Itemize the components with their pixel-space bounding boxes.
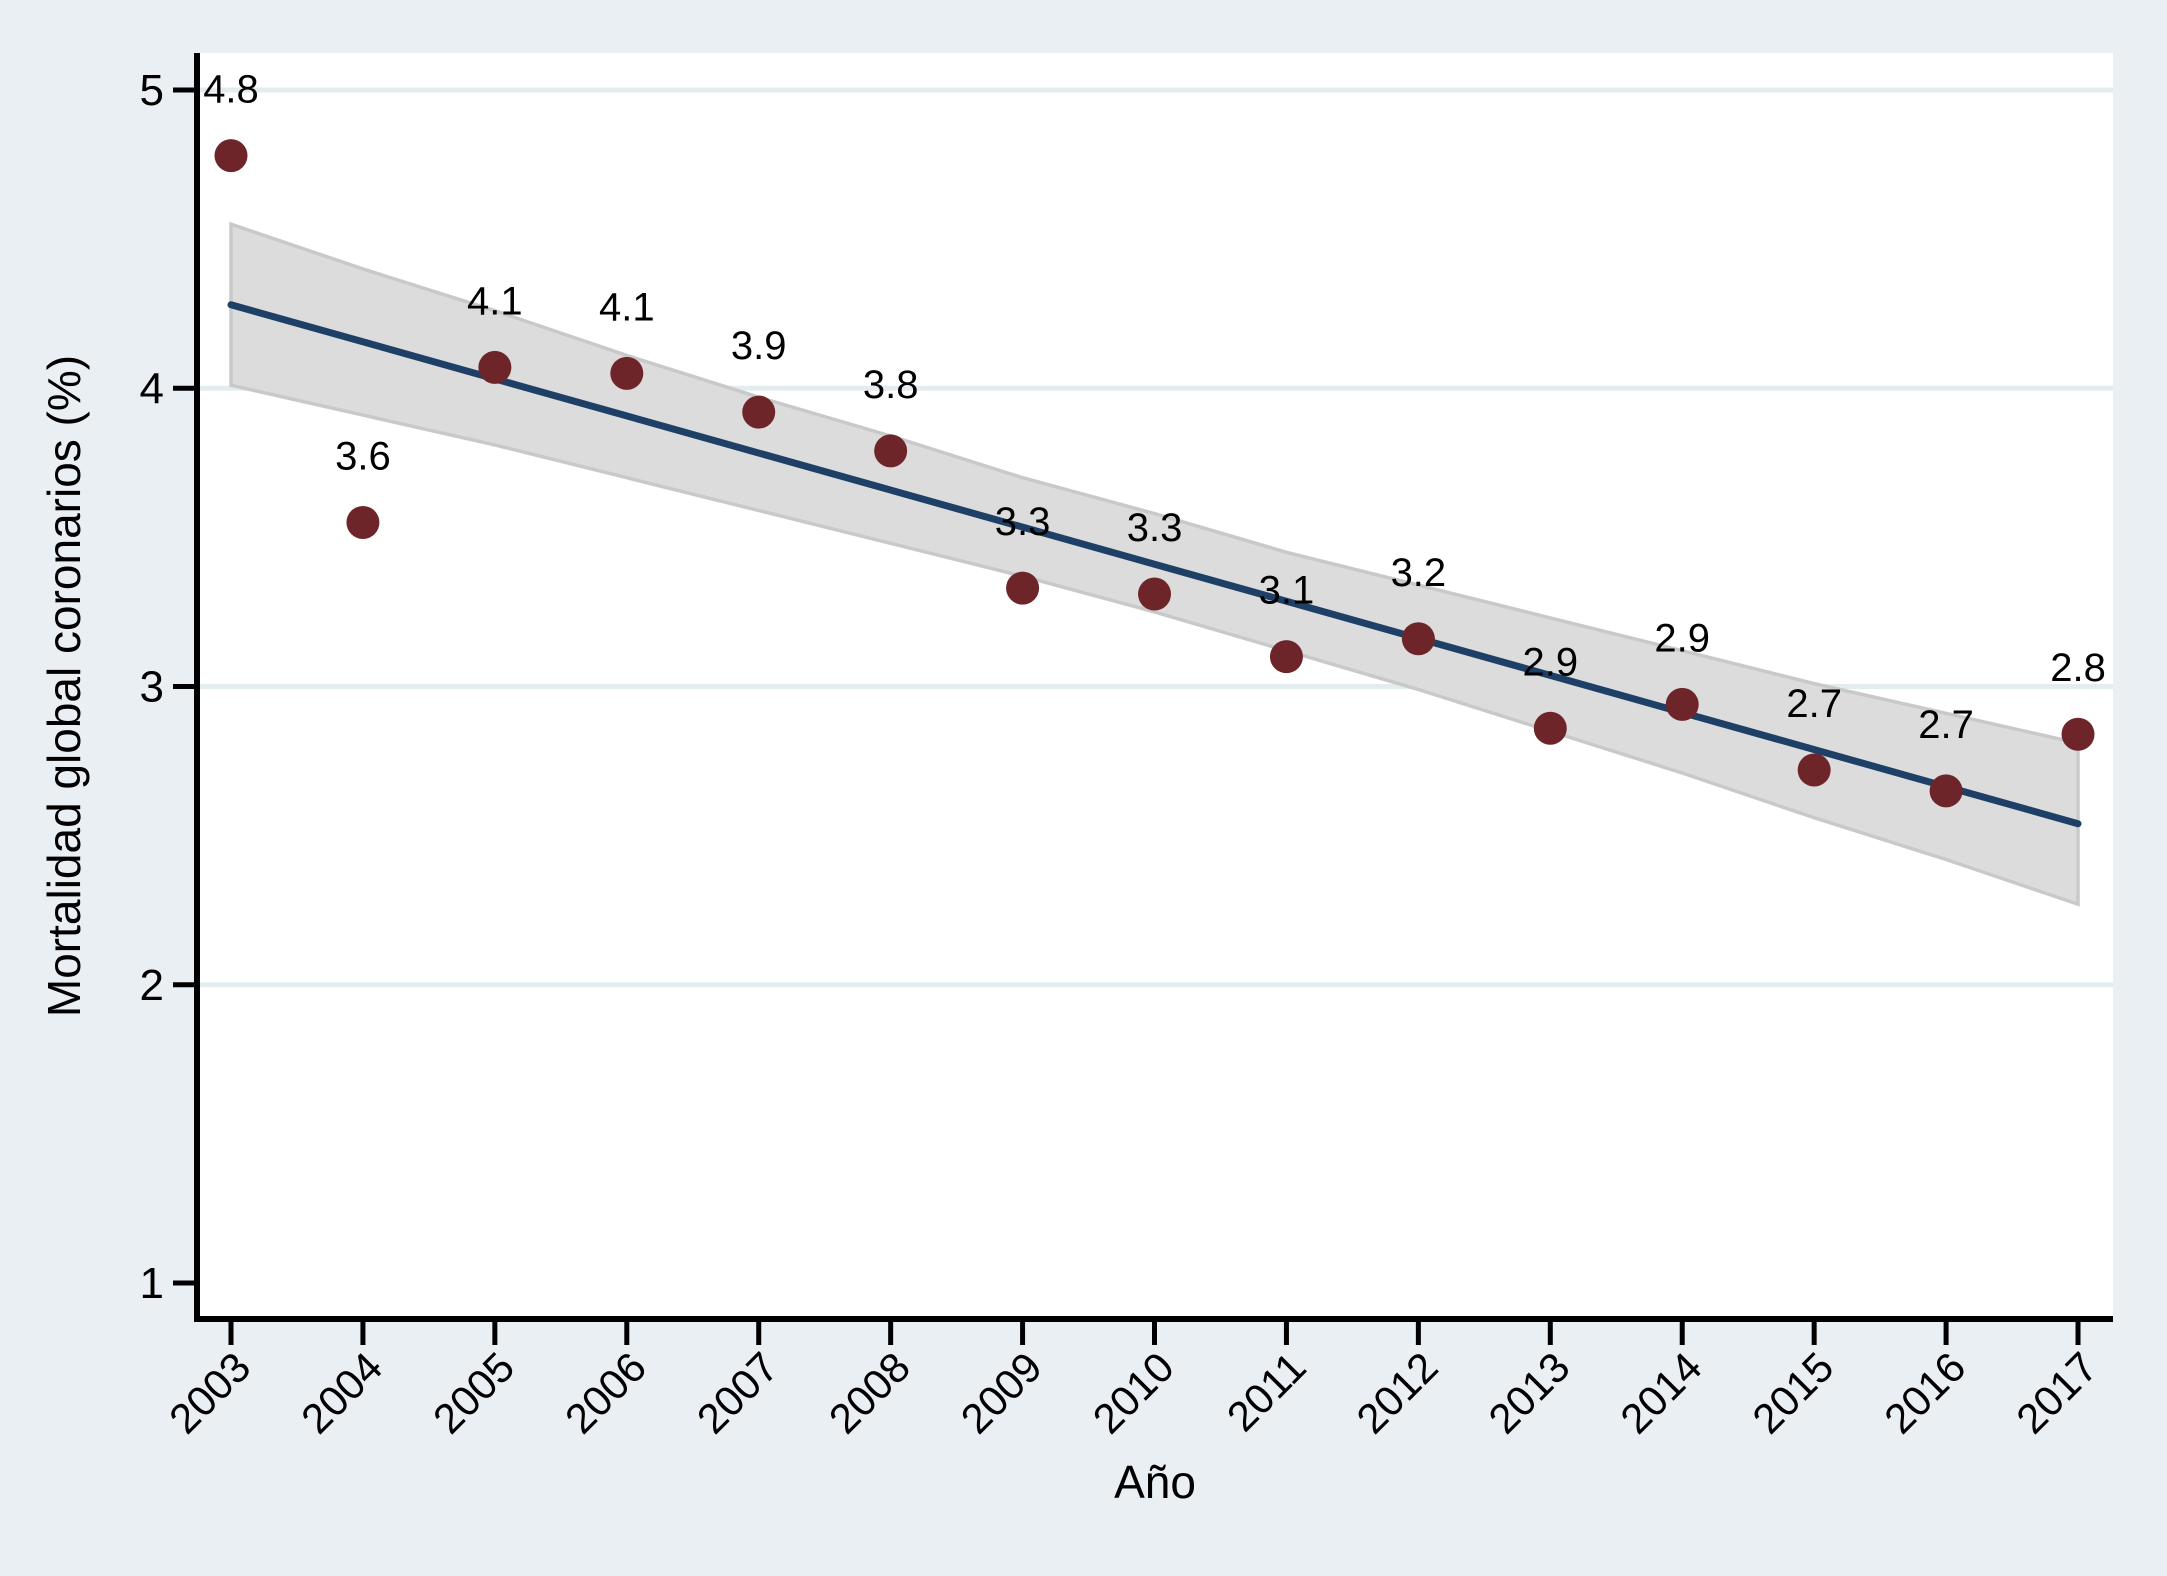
- y-tick-label: 3: [140, 663, 164, 712]
- x-axis-title: Año: [1114, 1456, 1196, 1508]
- data-point: [874, 434, 908, 468]
- data-point-label: 3.1: [1259, 569, 1315, 613]
- y-tick-label: 5: [140, 66, 164, 115]
- fit-line: [227, 301, 2082, 828]
- data-point-label: 2.9: [1654, 616, 1710, 660]
- data-point: [742, 395, 776, 429]
- data-point: [346, 505, 380, 539]
- y-tick-label: 4: [140, 364, 164, 413]
- data-point: [1138, 577, 1172, 611]
- y-tick-label: 2: [140, 961, 164, 1010]
- data-point: [1269, 640, 1303, 674]
- data-point: [1665, 687, 1699, 721]
- data-point-label: 2.7: [1786, 682, 1842, 726]
- data-point-label: 4.1: [599, 285, 655, 329]
- data-point-label: 4.1: [467, 279, 523, 323]
- data-point-label: 3.3: [995, 500, 1051, 544]
- data-point: [1797, 753, 1831, 787]
- data-point: [1006, 571, 1040, 605]
- data-point-label: 4.8: [203, 68, 259, 112]
- data-point-label: 3.3: [1127, 506, 1183, 550]
- data-point-label: 2.8: [2050, 646, 2106, 690]
- y-tick-label: 1: [140, 1259, 164, 1308]
- data-point: [1401, 622, 1435, 656]
- y-axis-title: Mortalidad global coronarios (%): [38, 354, 90, 1018]
- data-point: [214, 139, 248, 173]
- data-point-label: 3.2: [1391, 551, 1447, 595]
- data-point-label: 3.6: [335, 434, 391, 478]
- data-point: [2061, 717, 2095, 751]
- data-point: [1929, 774, 1963, 808]
- data-point-label: 3.9: [731, 324, 787, 368]
- data-point: [1533, 711, 1567, 745]
- data-point-label: 2.9: [1522, 640, 1578, 684]
- data-point-label: 2.7: [1918, 703, 1974, 747]
- data-point: [610, 356, 644, 390]
- data-point-label: 3.8: [863, 363, 919, 407]
- data-point: [478, 350, 512, 384]
